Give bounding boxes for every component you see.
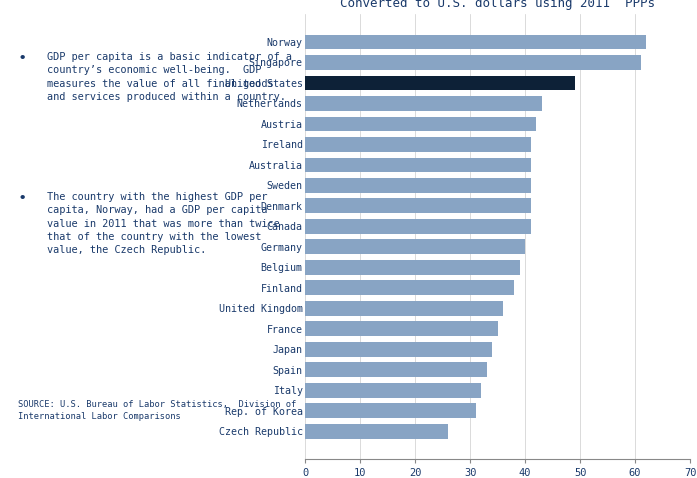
- Text: GDP per capita is a basic indicator of a
country’s economic well-being.  GDP
mea: GDP per capita is a basic indicator of a…: [47, 52, 292, 102]
- Bar: [305, 158, 530, 172]
- Bar: [305, 55, 641, 70]
- Bar: [305, 301, 503, 315]
- Bar: [305, 34, 646, 49]
- Bar: [305, 424, 448, 439]
- Text: •: •: [18, 52, 26, 65]
- Bar: [305, 178, 530, 193]
- Bar: [305, 117, 536, 131]
- Bar: [305, 239, 525, 254]
- Title: GDP per capita, 2011
Converted to U.S. dollars using 2011  PPPs: GDP per capita, 2011 Converted to U.S. d…: [340, 0, 655, 11]
- Bar: [305, 362, 487, 377]
- Text: The country with the highest GDP per
capita, Norway, had a GDP per capita
value : The country with the highest GDP per cap…: [47, 192, 279, 255]
- Bar: [305, 403, 475, 418]
- Bar: [305, 321, 498, 336]
- Text: SOURCE: U.S. Bureau of Labor Statistics,  Division of
International Labor Compar: SOURCE: U.S. Bureau of Labor Statistics,…: [18, 400, 297, 421]
- Bar: [305, 281, 514, 295]
- Bar: [305, 137, 530, 152]
- Bar: [305, 96, 542, 111]
- Bar: [305, 219, 530, 234]
- Bar: [305, 198, 530, 213]
- Bar: [305, 342, 492, 357]
- Bar: [305, 76, 574, 90]
- Bar: [305, 383, 481, 398]
- Text: •: •: [18, 192, 26, 205]
- Bar: [305, 260, 520, 275]
